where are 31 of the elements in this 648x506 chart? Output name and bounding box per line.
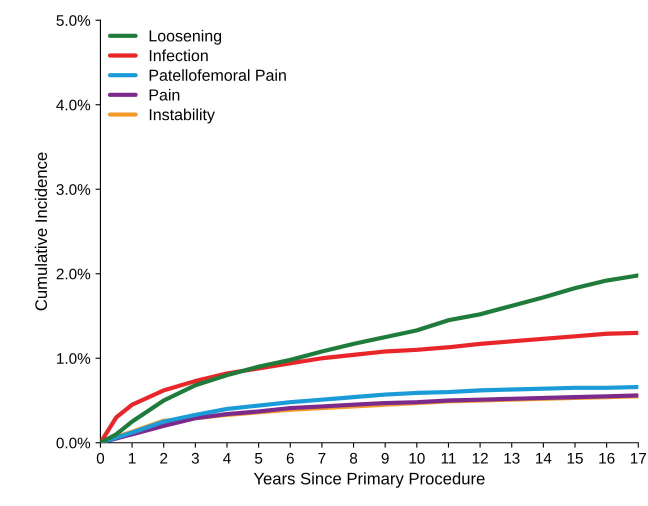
legend-label: Patellofemoral Pain	[150, 69, 286, 81]
y-tick-label: 0.0%	[56, 438, 90, 448]
y-tick-label: 3.0%	[56, 184, 90, 195]
x-tick-label: 9	[382, 452, 389, 464]
x-tick-label: 6	[286, 452, 294, 464]
y-tick-label: 4.0%	[56, 100, 90, 110]
x-tick-label: 10	[409, 452, 425, 464]
x-tick-label: 7	[318, 453, 326, 464]
legend-label: Loosening	[150, 30, 222, 45]
y-axis-title: Cumulative Incidence	[34, 152, 48, 310]
x-tick-label: 13	[504, 452, 520, 464]
x-tick-label: 2	[160, 452, 168, 464]
x-tick-label: 14	[536, 453, 552, 464]
x-tick-label: 1	[128, 453, 136, 464]
legend-label: Infection	[150, 50, 208, 62]
x-tick-label: 11	[442, 453, 456, 464]
legend-label: Pain	[150, 88, 180, 101]
y-tick-label: 5.0%	[56, 15, 90, 26]
x-tick-label: 17	[630, 453, 646, 464]
x-tick-label: 3	[192, 452, 199, 464]
x-axis-title: Years Since Primary Procedure	[254, 472, 485, 488]
x-tick-label: 5	[254, 453, 262, 464]
x-tick-label: 12	[472, 452, 488, 464]
y-tick-label: 2.0%	[56, 268, 90, 280]
x-tick-label: 15	[568, 453, 583, 464]
legend-label: Instability	[150, 108, 215, 124]
x-tick-label: 0	[96, 452, 104, 464]
x-tick-label: 4	[223, 453, 231, 464]
x-tick-label: 8	[350, 452, 358, 464]
x-tick-label: 16	[599, 452, 614, 464]
y-tick-label: 1.0%	[57, 353, 90, 364]
